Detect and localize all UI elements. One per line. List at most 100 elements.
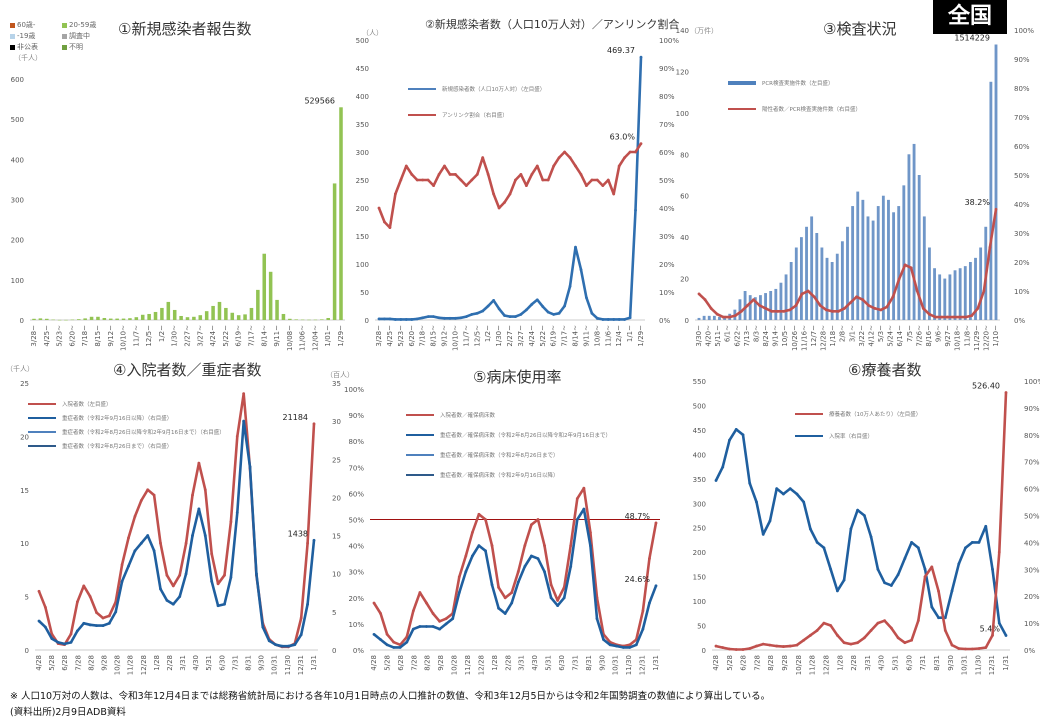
- x-tick-label: 6/1~: [724, 325, 732, 342]
- left-tick-label: 100: [11, 277, 24, 285]
- data-point: [849, 301, 852, 304]
- x-tick-label: 2/8~: [839, 325, 847, 342]
- data-point: [575, 518, 579, 521]
- x-tick-label: 4/30: [192, 655, 200, 671]
- left-tick-label: 5: [25, 594, 29, 602]
- legend-item: 重症者数（令和2年8月26日以降令和2年9月16日まで）（右目盛）: [28, 425, 225, 439]
- data-point: [392, 645, 396, 649]
- x-tick-label: 5/22~: [539, 325, 547, 347]
- data-point: [497, 307, 501, 311]
- data-point: [261, 625, 265, 629]
- x-tick-label: 6/30: [905, 655, 913, 671]
- data-point: [601, 318, 605, 321]
- data-point: [876, 567, 880, 571]
- bar: [887, 199, 890, 320]
- data-point: [399, 178, 403, 182]
- data-point: [634, 208, 637, 212]
- bar: [743, 291, 747, 320]
- x-tick-label: 12/28: [477, 655, 485, 675]
- data-point: [438, 619, 441, 623]
- data-point: [628, 316, 632, 320]
- legend-swatch: [10, 22, 15, 28]
- data-point: [634, 643, 638, 647]
- data-point: [101, 624, 105, 627]
- x-tick-label: 6/20~: [68, 325, 76, 347]
- right-tick-label: 10%: [1014, 288, 1030, 296]
- left-tick-label: 20: [680, 276, 689, 284]
- data-point: [952, 315, 955, 319]
- data-point: [552, 313, 556, 316]
- data-point: [127, 536, 130, 540]
- left-tick-label: 100: [693, 598, 706, 606]
- data-point: [728, 647, 731, 651]
- data-point: [574, 245, 577, 249]
- data-point: [503, 201, 506, 204]
- data-point: [621, 645, 625, 649]
- data-point: [530, 302, 534, 306]
- data-point: [862, 636, 866, 640]
- left-tick-label: 140: [676, 27, 689, 35]
- data-point: [152, 549, 156, 553]
- legend-item: 陽性者数／PCR検査実施件数（右目盛）: [728, 102, 861, 116]
- legend-swatch: [28, 417, 56, 419]
- x-tick-label: 10/10~: [120, 325, 128, 351]
- data-point: [492, 192, 496, 196]
- left-tick-label: 150: [693, 574, 706, 582]
- data-point: [88, 623, 92, 627]
- x-tick-label: 9/28: [437, 655, 445, 671]
- data-point: [191, 493, 194, 497]
- data-point: [235, 435, 239, 438]
- bar: [789, 262, 793, 320]
- left-tick-label: 400: [11, 156, 24, 164]
- data-point: [437, 316, 441, 320]
- legend-label: 入院率（右目盛）: [829, 434, 874, 440]
- legend-label: 陽性者数／PCR検査実施件数（右目盛）: [762, 107, 861, 113]
- bar: [840, 241, 844, 320]
- data-point: [393, 192, 397, 196]
- data-point: [383, 220, 386, 224]
- data-point: [529, 523, 533, 527]
- bar: [753, 297, 757, 320]
- data-point: [855, 295, 858, 299]
- x-tick-label: 5/31: [545, 655, 553, 671]
- data-point: [37, 619, 41, 623]
- data-point: [923, 575, 927, 579]
- data-point: [830, 309, 834, 313]
- data-point: [563, 150, 566, 154]
- data-point: [388, 226, 392, 230]
- data-point: [654, 584, 658, 588]
- data-point: [229, 520, 233, 524]
- bar: [288, 318, 292, 320]
- x-tick-label: 6/14~: [896, 325, 904, 347]
- legend-swatch: [62, 33, 67, 39]
- data-point: [788, 308, 792, 312]
- data-point: [557, 311, 561, 315]
- data-point: [634, 150, 637, 154]
- x-tick-label: 12/5~: [473, 325, 481, 347]
- legend-label: 新規感染者数（人口10万人対）（左目盛）: [442, 87, 546, 93]
- x-tick-label: 7/31: [919, 655, 927, 671]
- right-tick-label: 80%: [1024, 432, 1040, 440]
- left-tick-label: 400: [693, 451, 706, 459]
- data-point: [795, 643, 799, 647]
- left-tick-label: 80: [680, 151, 689, 159]
- data-point: [165, 573, 169, 577]
- data-point: [146, 488, 150, 492]
- legend-label: 重症者数／確保病床数（令和2年8月26日まで）: [440, 453, 559, 459]
- data-point: [299, 616, 303, 620]
- data-label: 21184: [283, 413, 308, 422]
- chart2-legend: 新規感染者数（人口10万人対）（左目盛） アンリンク割合（右目盛）: [408, 76, 545, 128]
- x-tick-label: 11/30: [625, 655, 633, 675]
- data-point: [508, 192, 512, 196]
- data-point: [589, 544, 592, 547]
- data-point: [95, 611, 98, 615]
- region-badge: 全国: [933, 0, 1007, 34]
- data-point: [405, 640, 409, 644]
- data-point: [815, 541, 819, 544]
- data-point: [648, 601, 651, 605]
- data-point: [541, 178, 545, 182]
- data-point: [812, 295, 816, 299]
- data-label: 48.7%: [625, 512, 651, 521]
- x-tick-label: 4/20~: [705, 325, 713, 347]
- right-tick-label: 30%: [1024, 566, 1040, 574]
